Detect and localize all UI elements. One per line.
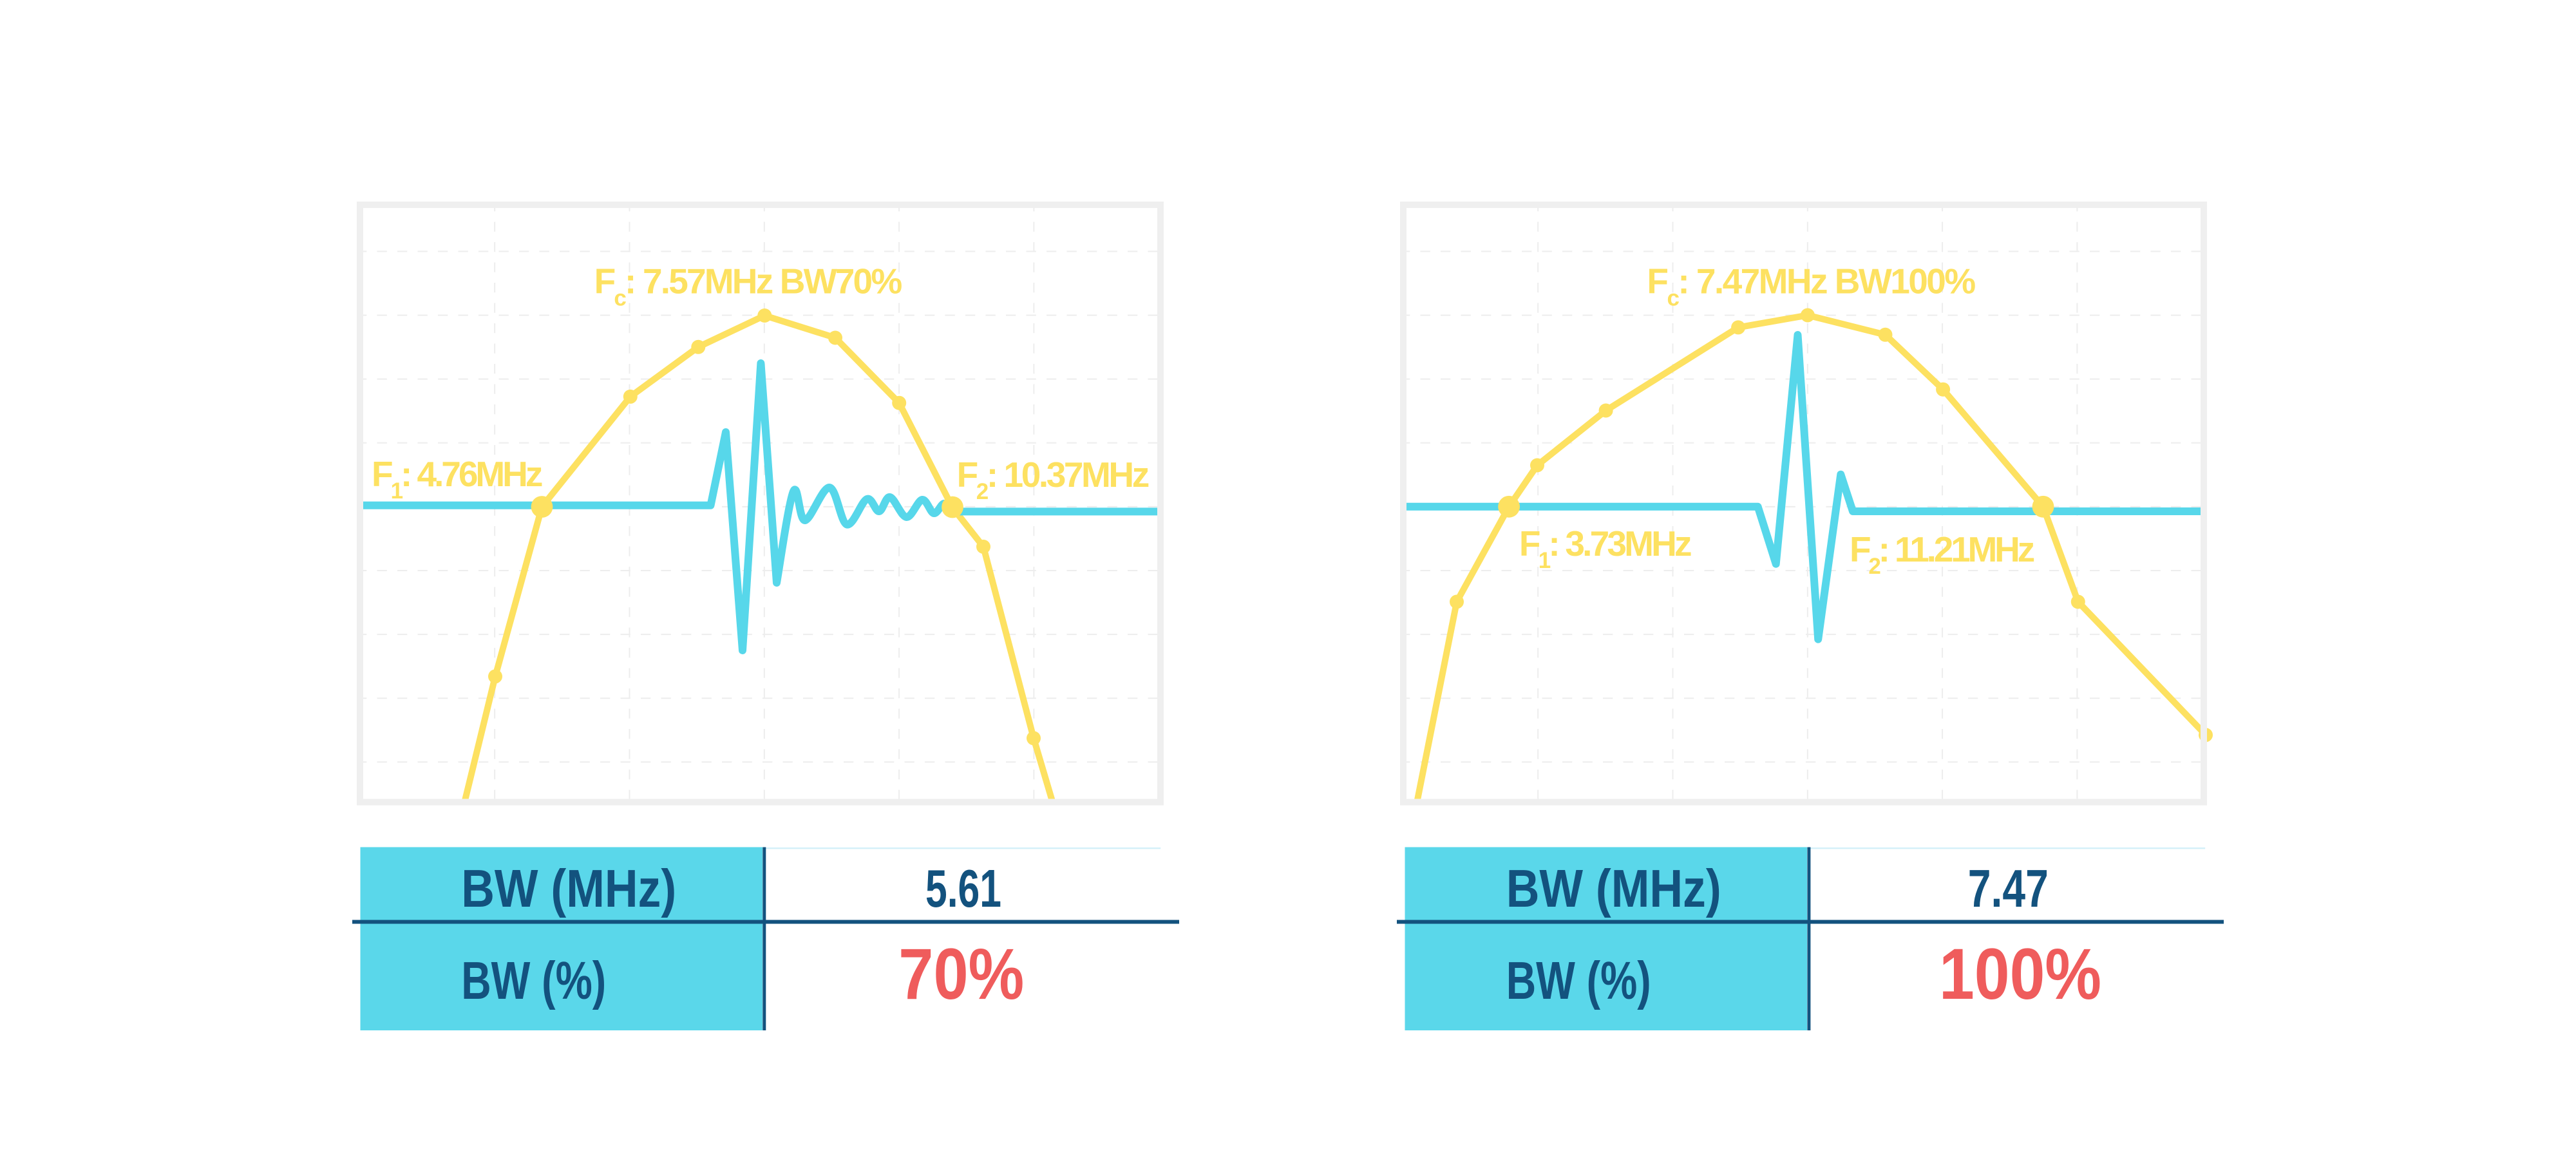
svg-text:Fc: 7.47MHz BW100%: Fc: 7.47MHz BW100% xyxy=(1647,261,1975,311)
svg-text:BW (MHz): BW (MHz) xyxy=(1506,858,1721,918)
svg-text:F2: 10.37MHz: F2: 10.37MHz xyxy=(957,455,1149,504)
svg-text:70%: 70% xyxy=(898,934,1024,1014)
svg-text:7.47: 7.47 xyxy=(1968,858,2049,918)
svg-text:100%: 100% xyxy=(1939,934,2101,1014)
svg-text:5.61: 5.61 xyxy=(925,858,1001,918)
svg-text:F1: 4.76MHz: F1: 4.76MHz xyxy=(372,454,542,504)
svg-text:F1: 3.73MHz: F1: 3.73MHz xyxy=(1519,524,1691,573)
svg-text:BW (MHz): BW (MHz) xyxy=(461,858,676,918)
svg-text:Fc: 7.57MHz BW70%: Fc: 7.57MHz BW70% xyxy=(594,261,902,311)
svg-text:BW (%): BW (%) xyxy=(461,951,606,1010)
svg-text:BW (%): BW (%) xyxy=(1506,951,1651,1010)
